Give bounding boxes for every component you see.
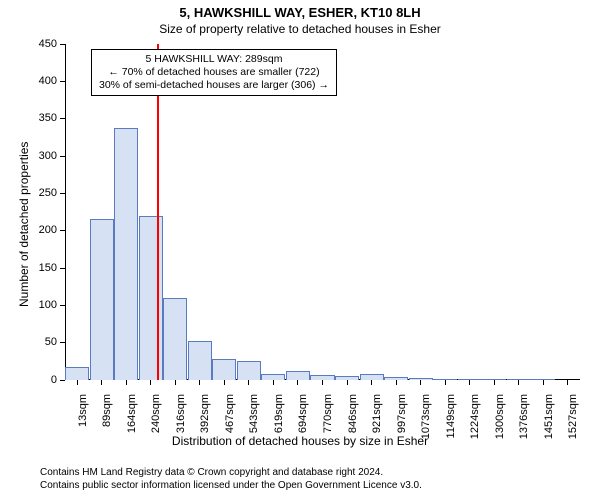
x-tick-label: 1300sqm (494, 394, 506, 454)
x-tick-label: 921sqm (371, 394, 383, 454)
x-tick (420, 380, 421, 385)
x-tick (175, 380, 176, 385)
y-tick (60, 193, 65, 194)
x-tick (567, 380, 568, 385)
y-tick (60, 268, 65, 269)
x-tick-label: 392sqm (199, 394, 211, 454)
footer-line: Contains public sector information licen… (40, 479, 422, 492)
y-axis-label: Number of detached properties (17, 142, 31, 307)
y-tick (60, 156, 65, 157)
annotation-box: 5 HAWKSHILL WAY: 289sqm← 70% of detached… (91, 49, 337, 96)
x-tick-label: 1073sqm (420, 394, 432, 454)
chart-subtitle: Size of property relative to detached ho… (0, 22, 600, 36)
y-tick (60, 44, 65, 45)
y-tick-label: 0 (51, 374, 57, 386)
x-tick (396, 380, 397, 385)
y-tick-label: 100 (39, 299, 57, 311)
x-tick (273, 380, 274, 385)
x-tick-label: 1527sqm (567, 394, 579, 454)
x-tick (322, 380, 323, 385)
histogram-bar (188, 341, 212, 380)
x-tick (248, 380, 249, 385)
x-tick (347, 380, 348, 385)
x-tick-label: 1149sqm (445, 394, 457, 454)
x-tick (543, 380, 544, 385)
y-tick (60, 230, 65, 231)
x-tick (77, 380, 78, 385)
plot-area: 5 HAWKSHILL WAY: 289sqm← 70% of detached… (65, 44, 580, 380)
y-tick-label: 450 (39, 38, 57, 50)
histogram-bar (139, 216, 163, 380)
x-tick-label: 164sqm (126, 394, 138, 454)
x-tick-label: 89sqm (101, 394, 113, 454)
histogram-bar (212, 359, 236, 380)
x-tick-label: 240sqm (150, 394, 162, 454)
footer-line: Contains HM Land Registry data © Crown c… (40, 466, 422, 479)
x-tick (199, 380, 200, 385)
histogram-bar (90, 219, 114, 380)
footer-attribution: Contains HM Land Registry data © Crown c… (40, 466, 422, 492)
histogram-bar (114, 128, 138, 380)
x-tick (469, 380, 470, 385)
x-tick (371, 380, 372, 385)
x-tick-label: 846sqm (347, 394, 359, 454)
x-tick-label: 619sqm (273, 394, 285, 454)
x-tick (224, 380, 225, 385)
histogram-chart: 5, HAWKSHILL WAY, ESHER, KT10 8LH Size o… (0, 0, 600, 500)
y-tick-label: 150 (39, 262, 57, 274)
x-tick-label: 1376sqm (518, 394, 530, 454)
y-tick-label: 300 (39, 150, 57, 162)
x-tick-label: 1224sqm (469, 394, 481, 454)
histogram-bar (65, 367, 89, 380)
x-tick (518, 380, 519, 385)
y-tick-label: 350 (39, 112, 57, 124)
y-tick-label: 200 (39, 224, 57, 236)
y-tick (60, 118, 65, 119)
x-tick-label: 997sqm (396, 394, 408, 454)
y-axis-line (65, 44, 66, 380)
x-tick-label: 543sqm (248, 394, 260, 454)
annotation-line: ← 70% of detached houses are smaller (72… (99, 66, 329, 79)
histogram-bar (237, 361, 261, 380)
y-tick-label: 50 (45, 336, 57, 348)
x-tick (494, 380, 495, 385)
y-tick (60, 81, 65, 82)
histogram-bar (286, 371, 310, 380)
y-tick-label: 400 (39, 75, 57, 87)
annotation-line: 5 HAWKSHILL WAY: 289sqm (99, 53, 329, 66)
x-tick (126, 380, 127, 385)
x-tick-label: 467sqm (224, 394, 236, 454)
chart-title: 5, HAWKSHILL WAY, ESHER, KT10 8LH (0, 5, 600, 20)
y-tick (60, 342, 65, 343)
x-tick (150, 380, 151, 385)
x-tick-label: 1451sqm (543, 394, 555, 454)
x-tick (297, 380, 298, 385)
x-tick-label: 694sqm (297, 394, 309, 454)
x-tick-label: 316sqm (175, 394, 187, 454)
x-tick (445, 380, 446, 385)
y-tick (60, 305, 65, 306)
x-tick (101, 380, 102, 385)
histogram-bar (163, 298, 187, 380)
x-tick-label: 13sqm (77, 394, 89, 454)
y-tick-label: 250 (39, 187, 57, 199)
x-tick-label: 770sqm (322, 394, 334, 454)
annotation-line: 30% of semi-detached houses are larger (… (99, 79, 329, 92)
